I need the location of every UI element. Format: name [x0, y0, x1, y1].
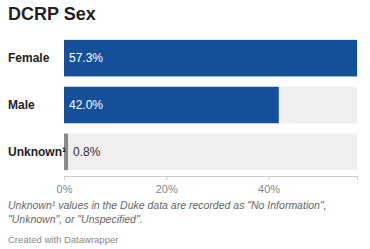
- bar: [64, 40, 357, 77]
- tick-mark: [166, 176, 167, 180]
- tick-label: 20%: [156, 183, 178, 195]
- annotation: "Unknown", or "Unspecified".: [8, 213, 143, 225]
- category-label: Male: [8, 98, 35, 112]
- track: [64, 134, 357, 171]
- track: [64, 40, 357, 77]
- tick: 0%: [57, 176, 73, 195]
- tick: 40%: [258, 176, 280, 195]
- tracks: [64, 40, 357, 170]
- title: DCRP Sex: [8, 4, 96, 24]
- bar: [64, 87, 279, 124]
- tick-label: 0%: [57, 183, 73, 195]
- tick-mark: [269, 176, 270, 180]
- category-labels: Female Male Unknown¹: [8, 51, 66, 159]
- axis-line: [65, 177, 358, 181]
- credit: Created with Datawrapper: [8, 234, 118, 245]
- category-label: Unknown¹: [8, 145, 66, 159]
- track: [64, 87, 357, 124]
- notes: Unknown¹ values in the Duke data are rec…: [8, 199, 327, 225]
- x-axis: 0% 20% 40%: [57, 176, 358, 195]
- tick-mark: [64, 176, 65, 180]
- data-label: 42.0%: [69, 98, 103, 112]
- annotation: Unknown¹ values in the Duke data are rec…: [8, 199, 327, 211]
- tick-label: 40%: [258, 183, 280, 195]
- data-label: 0.8%: [73, 145, 101, 159]
- tick: 20%: [156, 176, 178, 195]
- category-label: Female: [8, 51, 50, 65]
- data-labels: 57.3% 42.0% 0.8%: [69, 51, 103, 159]
- data-label: 57.3%: [69, 51, 103, 65]
- bars: [64, 40, 357, 170]
